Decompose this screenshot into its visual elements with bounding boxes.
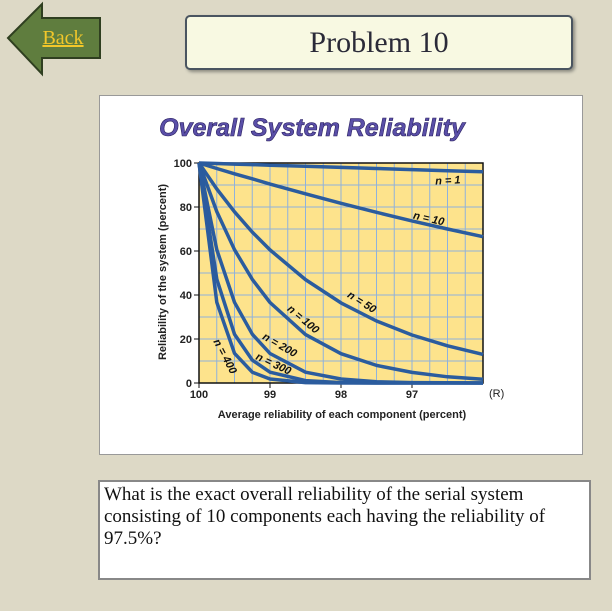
x-tick-label: 99 [264,389,276,401]
y-tick-label: 40 [180,290,192,302]
header: Problem 10 [185,15,573,70]
y-tick-label: 0 [186,378,192,390]
series-line [198,161,484,239]
x-tick-label: 97 [406,389,418,401]
back-arrow[interactable] [6,1,101,77]
back-button[interactable]: Back [6,0,106,80]
series-line [197,162,483,385]
x-tick-label: 98 [335,389,347,401]
series-label: n = 1 [435,174,461,187]
y-tick-label: 60 [180,246,192,258]
series-line [197,162,484,382]
x-tick-label: 100 [190,389,208,401]
annotation: (R) [489,388,504,400]
back-label[interactable]: Back [42,27,83,49]
question: What is the exact overall reliability of… [98,480,591,580]
chart-title: Overall System Reliability [159,114,466,142]
chart-panel: Overall System Reliability Average relia… [99,95,583,455]
x-axis-label: Average reliability of each component (p… [218,409,467,421]
y-axis-label: Reliability of the system (percent) [157,184,169,360]
y-tick-label: 20 [180,334,192,346]
series-line [197,162,484,357]
series-line [198,161,484,174]
chart: Overall System Reliability Average relia… [157,114,504,421]
y-tick-label: 80 [180,202,192,214]
y-tick-label: 100 [174,158,192,170]
